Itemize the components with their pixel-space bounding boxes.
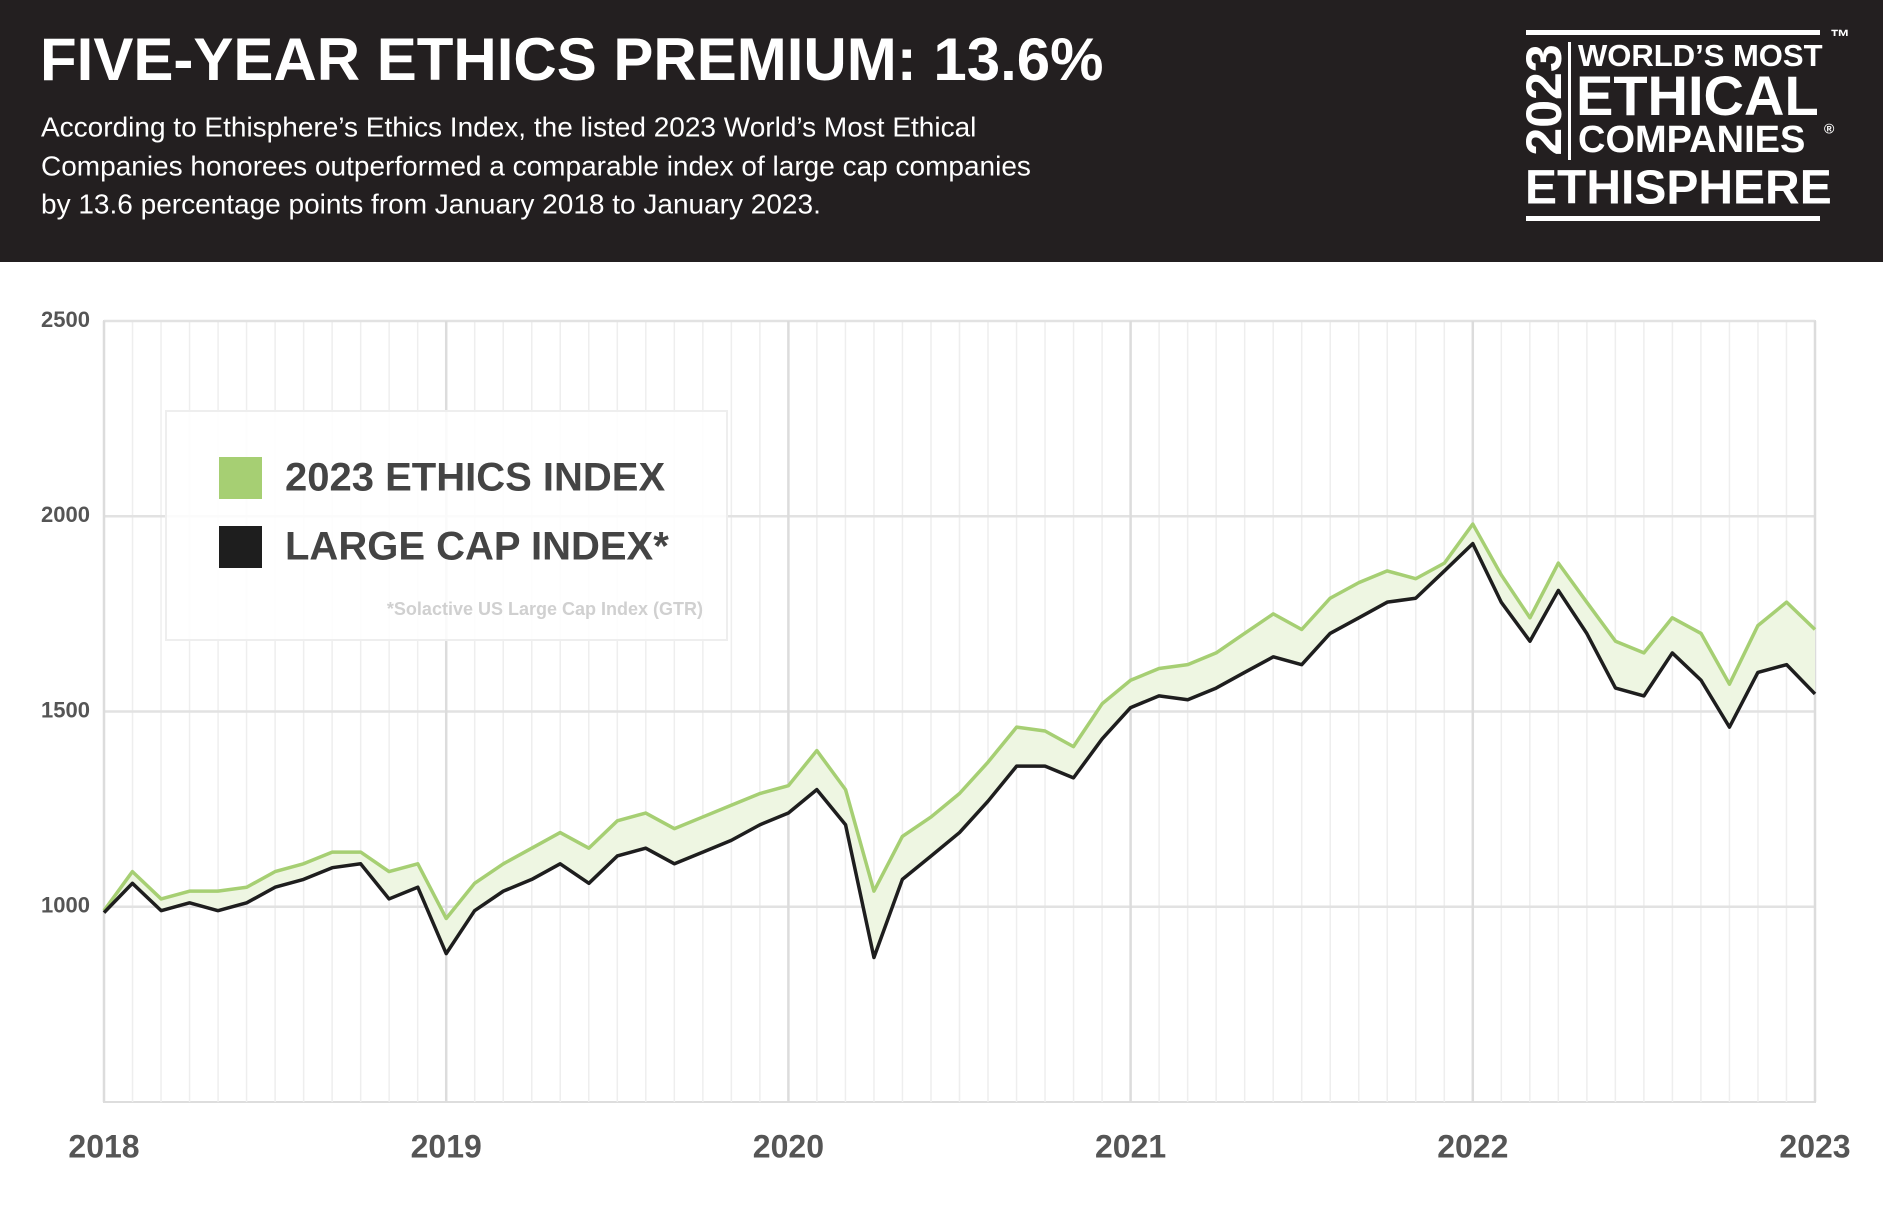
logo-trademark: ™ — [1830, 26, 1850, 48]
logo-rule — [1526, 30, 1820, 35]
legend-label: 2023 ETHICS INDEX — [285, 456, 665, 500]
logo-year: 2023 — [1516, 44, 1572, 155]
x-tick-label: 2020 — [753, 1128, 824, 1164]
subtitle-line: According to Ethisphere’s Ethics Index, … — [41, 111, 976, 142]
logo-text: ETHICAL — [1576, 64, 1819, 127]
x-tick-label: 2018 — [68, 1128, 139, 1164]
title: FIVE-YEAR ETHICS PREMIUM: 13.6% — [40, 26, 1104, 93]
legend-swatch — [219, 457, 262, 499]
logo-registered: ® — [1824, 121, 1835, 137]
legend-swatch — [219, 526, 262, 568]
annotation: *Solactive US Large Cap Index (GTR) — [387, 599, 703, 619]
series-line — [102, 541, 1817, 960]
legend-label: LARGE CAP INDEX* — [285, 525, 669, 569]
y-tick-label: 1500 — [41, 697, 90, 722]
subtitle: According to Ethisphere’s Ethics Index, … — [41, 111, 1031, 219]
y-tick-label: 2500 — [41, 307, 90, 332]
logo-text: WORLD’S MOST — [1578, 38, 1823, 73]
y-tick-label: 2000 — [41, 502, 90, 527]
y-tick-label: 1000 — [41, 893, 90, 918]
x-tick-label: 2022 — [1437, 1128, 1508, 1164]
subtitle-line: Companies honorees outperformed a compar… — [41, 150, 1031, 181]
series-line — [102, 522, 1817, 921]
logo-rule — [1526, 216, 1820, 221]
logo-rule — [1568, 42, 1571, 160]
logo-brand: ETHISPHERE — [1525, 162, 1832, 215]
x-tick-label: 2019 — [411, 1128, 482, 1164]
legend: 2023 ETHICS INDEX LARGE CAP INDEX* *Solact… — [165, 410, 728, 641]
logo-text: COMPANIES — [1578, 119, 1805, 161]
subtitle-line: by 13.6 percentage points from January 2… — [41, 188, 821, 219]
legend-box — [165, 410, 728, 641]
logo: 2023 WORLD’S MOST ETHICAL COMPANIES ® ™ … — [1516, 26, 1850, 221]
x-tick-label: 2023 — [1779, 1128, 1850, 1164]
x-tick-label: 2021 — [1095, 1128, 1166, 1164]
